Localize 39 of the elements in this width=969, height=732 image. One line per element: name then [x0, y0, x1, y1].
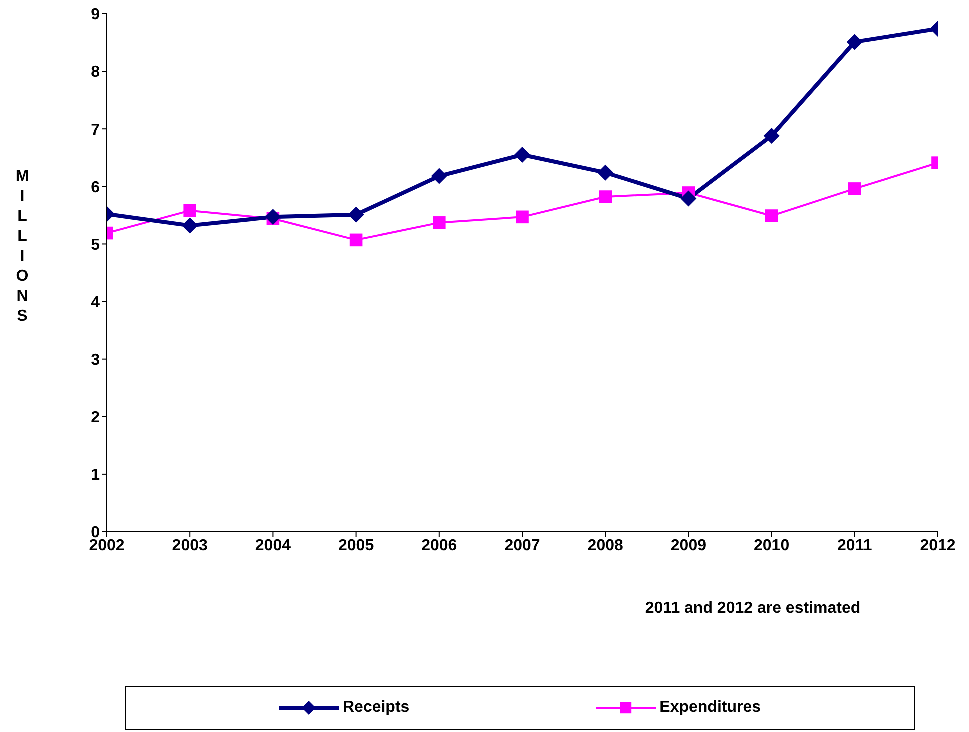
y-tick-label: 2: [91, 410, 100, 427]
point: [599, 190, 612, 204]
y-tick-label: 5: [91, 236, 100, 254]
x-tick-label: 2003: [172, 537, 208, 554]
point: [431, 168, 448, 184]
y-tick-label: 7: [91, 122, 100, 139]
point: [680, 190, 697, 207]
y-tick-label: 8: [91, 64, 100, 82]
point: [514, 147, 530, 164]
text: 2011 and 2012 are estimated: [644, 600, 862, 618]
point: [765, 210, 778, 222]
point: [350, 234, 363, 247]
x-tick-label: 2009: [670, 537, 707, 554]
x-tick-label: 2010: [754, 537, 790, 554]
x-tick-label: 2011: [838, 537, 872, 554]
point: [846, 34, 863, 50]
x-tick-label: 2007: [504, 537, 540, 554]
point: [182, 218, 198, 234]
y-axis-title: MILLIONS: [13, 168, 32, 328]
point: [184, 204, 196, 218]
point: [764, 128, 780, 144]
y-tick-label: 1: [91, 467, 100, 484]
point: [348, 206, 364, 223]
x-tick-label: 2006: [422, 537, 458, 554]
y-tick-label: 6: [91, 179, 100, 196]
point: [433, 216, 446, 230]
point: [848, 182, 862, 196]
x-tick-label: 2012: [920, 537, 956, 554]
x-tick-label: 2005: [338, 537, 374, 554]
y-tick-label: 9: [91, 6, 100, 24]
y-tick-label: 4: [91, 294, 100, 312]
point: [265, 209, 282, 226]
x-tick-label: 2008: [588, 537, 624, 554]
legend-label: Expenditures: [660, 699, 762, 717]
y-tick-label: 3: [91, 352, 100, 370]
point: [598, 164, 614, 181]
x-tick-label: 2004: [255, 537, 292, 554]
point: [516, 210, 529, 224]
legend-label: Receipts: [342, 699, 410, 717]
